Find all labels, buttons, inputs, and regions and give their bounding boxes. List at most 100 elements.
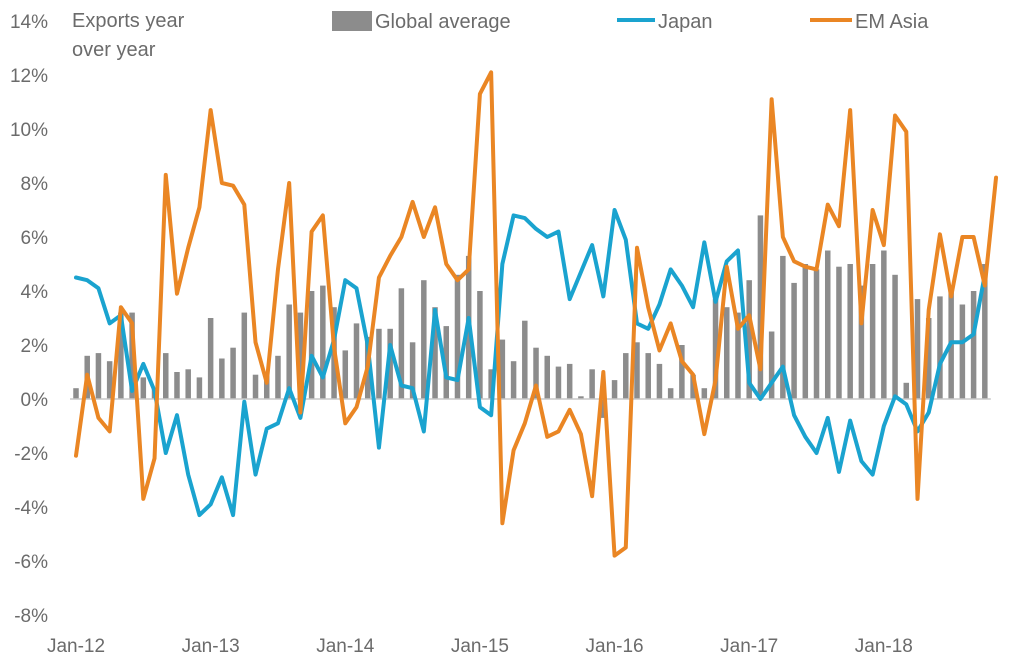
bar-global-average xyxy=(241,312,248,399)
bar-global-average xyxy=(275,355,281,399)
bar-global-average xyxy=(308,291,315,399)
bar-global-average xyxy=(387,328,393,399)
bar-global-average xyxy=(544,355,550,399)
bar-global-average xyxy=(196,377,203,399)
bar-global-average xyxy=(589,369,595,399)
bar-global-average xyxy=(432,307,438,399)
bar-global-average xyxy=(510,361,517,399)
bar-global-average xyxy=(174,372,180,399)
line-em-asia xyxy=(74,70,999,558)
line-japan xyxy=(74,208,987,518)
bar-global-average xyxy=(634,342,640,399)
legend-item-japan: Japan xyxy=(617,11,713,33)
bar-global-average xyxy=(129,312,135,399)
y-tick-label: 14% xyxy=(10,12,48,33)
legend: Global average Japan EM Asia xyxy=(332,11,929,33)
bar-global-average xyxy=(623,353,629,399)
bar-global-average xyxy=(398,288,405,399)
x-tick-label: Jan-18 xyxy=(855,636,913,657)
bar-global-average xyxy=(252,374,259,399)
bar-global-average xyxy=(488,369,494,399)
y-tick-label: -2% xyxy=(14,444,48,465)
bar-global-average xyxy=(914,299,921,399)
y-tick-label: -6% xyxy=(14,552,48,573)
bar-global-average xyxy=(780,255,786,399)
bar-global-average xyxy=(881,250,887,399)
bar-global-average xyxy=(611,380,618,399)
y-tick-label: -4% xyxy=(14,498,48,519)
y-axis-label: Exports year over year xyxy=(72,10,185,61)
bar-global-average xyxy=(982,264,988,399)
bar-global-average xyxy=(185,369,191,399)
bar-global-average xyxy=(286,304,292,399)
y-tick-label: 8% xyxy=(21,174,49,195)
bar-global-average xyxy=(207,318,214,399)
x-tick-label: Jan-16 xyxy=(586,636,644,657)
bar-global-average xyxy=(73,388,79,399)
bar-global-average xyxy=(667,388,674,399)
bar-global-average xyxy=(712,299,719,399)
y-axis-label-line-1: Exports year xyxy=(72,10,185,32)
y-tick-label: 6% xyxy=(21,228,49,249)
bar-global-average xyxy=(937,296,943,399)
bar-global-average xyxy=(824,250,831,399)
bar-global-average xyxy=(847,264,853,399)
bar-global-average xyxy=(95,353,102,399)
series-lines xyxy=(74,70,999,558)
bar-global-average xyxy=(522,320,528,399)
bar-global-average xyxy=(342,350,349,399)
x-tick-label: Jan-14 xyxy=(316,636,375,657)
x-axis: Jan-12 Jan-13 Jan-14 Jan-15 Jan-16 Jan-17 Jan-… xyxy=(47,636,913,657)
bar-global-average xyxy=(353,323,360,399)
bar-global-average xyxy=(701,388,708,399)
bar-global-average xyxy=(376,328,382,399)
legend-item-em-asia: EM Asia xyxy=(810,11,929,33)
bar-global-average xyxy=(555,366,562,399)
y-tick-label: 4% xyxy=(21,282,49,303)
bar-global-average xyxy=(443,326,450,399)
bar-global-average xyxy=(578,396,584,399)
y-tick-label: -8% xyxy=(14,606,48,627)
legend-label-em-asia: EM Asia xyxy=(855,11,929,33)
bar-global-average xyxy=(690,374,696,399)
bar-global-average xyxy=(813,269,820,399)
bar-global-average xyxy=(802,264,809,399)
bar-global-average xyxy=(106,361,113,399)
y-tick-label: 10% xyxy=(10,120,48,141)
bar-global-average xyxy=(533,347,539,399)
bar-global-average xyxy=(970,291,977,399)
bar-global-average xyxy=(858,285,865,399)
bar-global-average xyxy=(903,382,910,399)
bar-global-average xyxy=(477,291,483,399)
bar-global-average xyxy=(679,345,685,399)
y-tick-label: 12% xyxy=(10,66,48,87)
x-tick-label: Jan-17 xyxy=(720,636,778,657)
bar-global-average xyxy=(140,377,147,399)
bar-global-average xyxy=(925,318,932,399)
bar-global-average xyxy=(746,280,752,399)
x-tick-label: Jan-13 xyxy=(182,636,240,657)
bar-global-average xyxy=(645,353,651,399)
bar-global-average xyxy=(735,312,741,399)
bar-global-average xyxy=(959,304,966,399)
x-tick-label: Jan-12 xyxy=(47,636,105,657)
bar-global-average xyxy=(892,274,898,399)
legend-label-global-average: Global average xyxy=(375,11,511,33)
bar-global-average xyxy=(118,312,124,399)
bar-global-average xyxy=(600,399,607,418)
bar-global-average xyxy=(163,353,169,399)
bar-global-average xyxy=(454,274,461,399)
legend-label-japan: Japan xyxy=(658,11,713,33)
bar-global-average xyxy=(757,215,764,399)
bar-global-average xyxy=(230,347,236,399)
bar-global-average xyxy=(297,312,304,399)
y-tick-label: 0% xyxy=(21,390,49,411)
y-axis-label-line-2: over year xyxy=(72,39,156,61)
y-axis: -8% -6% -4% -2% 0% 2% 4% 6% 8% 10% 12% 14% xyxy=(10,12,48,627)
x-tick-label: Jan-15 xyxy=(451,636,509,657)
bar-global-average xyxy=(836,266,842,399)
bar-global-average xyxy=(724,307,730,399)
bars-global-average xyxy=(73,215,988,418)
y-tick-label: 2% xyxy=(21,336,49,357)
